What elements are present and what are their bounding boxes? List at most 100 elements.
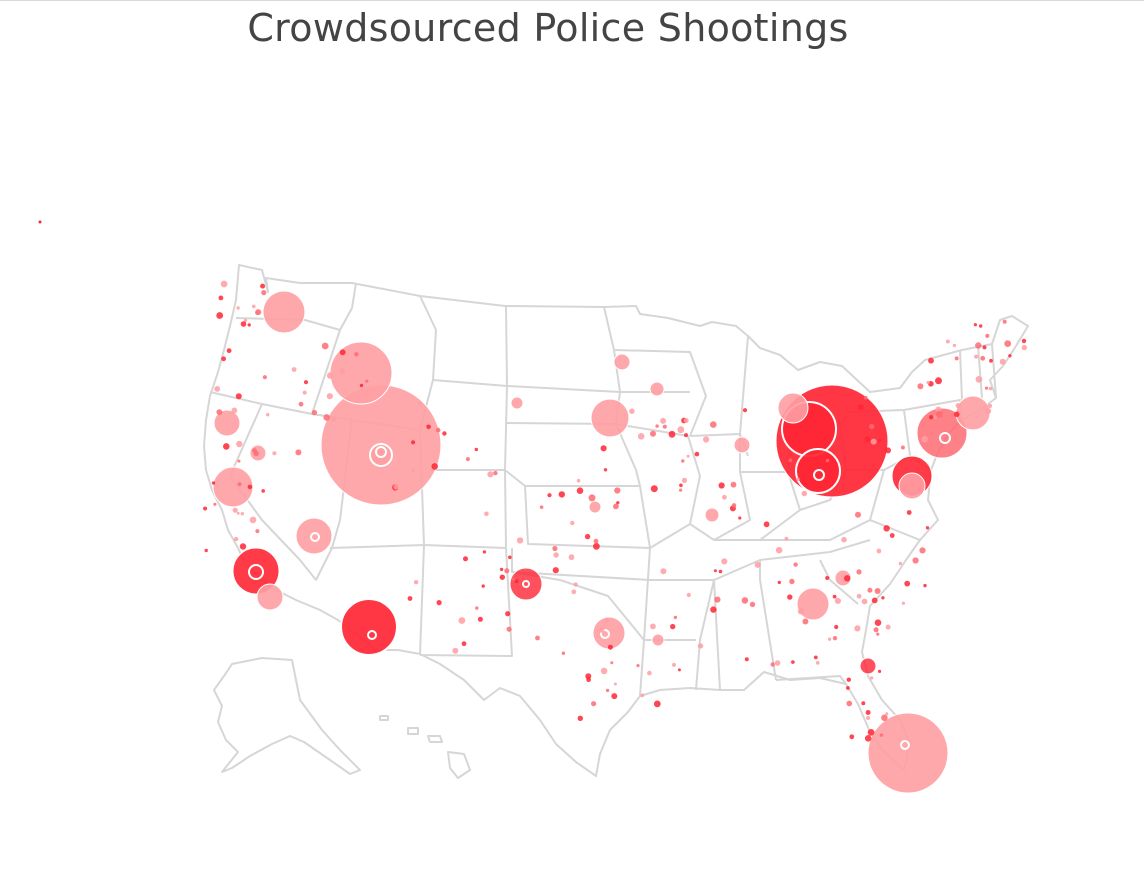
incident-dot[interactable]	[553, 552, 559, 558]
incident-dot[interactable]	[703, 436, 710, 443]
incident-dot[interactable]	[802, 618, 809, 625]
incident-dot[interactable]	[298, 401, 304, 407]
incident-dot[interactable]	[861, 701, 866, 706]
incident-dot[interactable]	[876, 548, 882, 554]
incident-dot[interactable]	[585, 673, 592, 680]
incident-dot[interactable]	[874, 619, 882, 626]
incident-dot[interactable]	[636, 664, 640, 668]
incident-dot[interactable]	[885, 712, 889, 716]
incident-dot[interactable]	[686, 592, 691, 598]
incident-dot[interactable]	[883, 525, 890, 532]
incident-dot[interactable]	[607, 644, 613, 650]
incident-dot[interactable]	[584, 533, 591, 540]
incident-dot[interactable]	[881, 714, 888, 722]
incident-dot[interactable]	[413, 580, 419, 585]
incident-dot[interactable]	[237, 459, 241, 463]
incident-dot[interactable]	[599, 627, 605, 633]
incident-dot[interactable]	[613, 503, 619, 510]
incident-dot[interactable]	[236, 511, 240, 515]
incident-dot[interactable]	[873, 627, 879, 633]
incident-dot[interactable]	[846, 700, 853, 707]
bubble-point[interactable]	[295, 517, 333, 555]
incident-dot[interactable]	[249, 516, 257, 524]
incident-dot[interactable]	[870, 438, 877, 445]
incident-dot[interactable]	[861, 598, 868, 605]
incident-dot[interactable]	[252, 304, 256, 309]
incident-dot[interactable]	[506, 626, 512, 632]
incident-dot[interactable]	[749, 601, 756, 608]
incident-dot[interactable]	[673, 615, 678, 620]
incident-dot[interactable]	[508, 555, 512, 560]
incident-dot[interactable]	[878, 438, 882, 443]
incident-dot[interactable]	[928, 357, 934, 364]
incident-dot[interactable]	[865, 710, 871, 715]
bubble-point[interactable]	[232, 547, 280, 595]
bubble-point[interactable]	[262, 290, 306, 334]
incident-dot[interactable]	[900, 445, 905, 450]
incident-dot[interactable]	[236, 440, 243, 448]
incident-dot[interactable]	[247, 484, 253, 490]
incident-dot[interactable]	[935, 410, 943, 418]
incident-dot[interactable]	[979, 324, 983, 328]
incident-dot[interactable]	[604, 618, 610, 623]
incident-dot[interactable]	[825, 576, 830, 580]
incident-dot[interactable]	[770, 662, 775, 667]
incident-dot[interactable]	[742, 408, 748, 413]
incident-dot[interactable]	[647, 670, 652, 676]
incident-dot[interactable]	[655, 424, 659, 428]
incident-dot[interactable]	[418, 401, 422, 405]
bubble-point[interactable]	[590, 398, 630, 438]
incident-dot[interactable]	[901, 601, 906, 605]
incident-dot[interactable]	[653, 700, 661, 708]
incident-dot[interactable]	[216, 312, 224, 319]
incident-dot[interactable]	[744, 657, 749, 662]
incident-dot[interactable]	[499, 567, 504, 572]
incident-dot[interactable]	[885, 624, 891, 630]
incident-dot[interactable]	[561, 651, 566, 655]
incident-dot[interactable]	[832, 636, 838, 641]
incident-dot[interactable]	[339, 349, 346, 356]
incident-dot[interactable]	[411, 440, 416, 445]
incident-dot[interactable]	[577, 715, 583, 721]
incident-dot[interactable]	[650, 485, 658, 493]
incident-dot[interactable]	[683, 418, 689, 423]
incident-dot[interactable]	[684, 433, 688, 438]
incident-dot[interactable]	[917, 383, 924, 390]
incident-dot[interactable]	[854, 625, 861, 632]
incident-dot[interactable]	[660, 417, 667, 424]
incident-dot[interactable]	[714, 596, 721, 603]
incident-dot[interactable]	[474, 447, 478, 452]
incident-dot[interactable]	[302, 390, 307, 395]
incident-dot[interactable]	[243, 318, 248, 323]
incident-dot[interactable]	[923, 583, 927, 588]
incident-dot[interactable]	[1004, 340, 1012, 347]
incident-dot[interactable]	[650, 623, 656, 630]
incident-dot[interactable]	[846, 686, 850, 690]
incident-dot[interactable]	[326, 393, 333, 400]
incident-dot[interactable]	[869, 423, 875, 430]
incident-dot[interactable]	[262, 375, 267, 380]
incident-dot[interactable]	[713, 569, 717, 573]
bubble-point[interactable]	[867, 712, 949, 794]
incident-dot[interactable]	[722, 494, 727, 500]
incident-dot[interactable]	[247, 323, 251, 327]
incident-dot[interactable]	[832, 594, 837, 599]
incident-dot[interactable]	[640, 693, 645, 698]
bubble-point[interactable]	[369, 443, 393, 467]
incident-dot[interactable]	[797, 608, 805, 615]
incident-dot[interactable]	[974, 354, 979, 359]
incident-dot[interactable]	[955, 403, 961, 409]
incident-dot[interactable]	[738, 516, 742, 520]
incident-dot[interactable]	[898, 561, 903, 566]
incident-dot[interactable]	[650, 430, 656, 437]
incident-dot[interactable]	[463, 556, 468, 562]
incident-dot[interactable]	[261, 290, 267, 296]
incident-dot[interactable]	[885, 447, 891, 454]
incident-dot[interactable]	[614, 487, 621, 494]
incident-dot[interactable]	[791, 660, 795, 664]
incident-dot[interactable]	[789, 578, 795, 585]
incident-dot[interactable]	[482, 550, 487, 554]
incident-dot[interactable]	[203, 506, 208, 511]
incident-dot[interactable]	[921, 435, 928, 443]
incident-dot[interactable]	[796, 477, 800, 482]
